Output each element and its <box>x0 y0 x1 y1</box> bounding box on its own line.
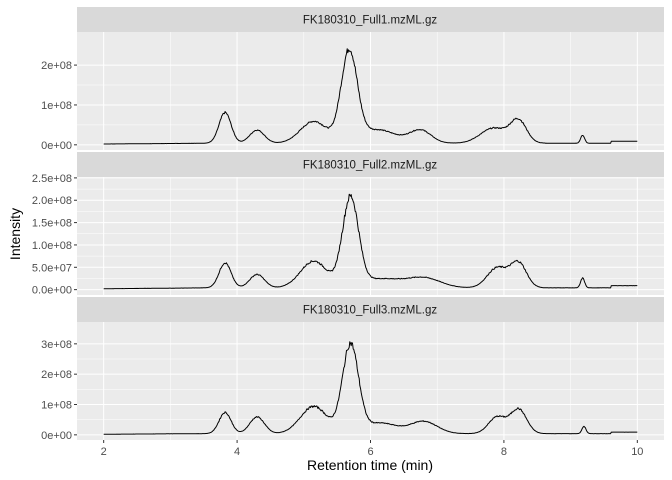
y-tick-label: 0e+00 <box>41 430 72 442</box>
grid-3 <box>77 322 664 440</box>
y-tick-label: 1e+08 <box>41 100 72 112</box>
grid-2 <box>77 177 664 295</box>
strip-background-3 <box>77 297 664 322</box>
strip-label-3: FK180310_Full3.mzML.gz <box>303 305 437 317</box>
y-axis-title: Intensity <box>7 208 23 260</box>
facet-2: FK180310_Full2.mzML.gz 0.0e+00 5.0e+07 1.0… <box>32 152 664 297</box>
y-tick-label: 2e+08 <box>41 369 72 381</box>
y-tick-label: 2.0e+08 <box>32 195 72 207</box>
y-tick-label: 2e+08 <box>41 60 72 72</box>
y-axis-ticks-2: 0.0e+00 5.0e+07 1.0e+08 1.5e+08 2.0e+08 2.5e+… <box>32 173 77 297</box>
y-axis-ticks-1: 0e+00 1e+08 2e+08 <box>41 60 77 152</box>
y-tick-label: 1.0e+08 <box>32 240 72 252</box>
x-tick-label: 2 <box>101 446 107 458</box>
x-tick-label: 4 <box>234 446 240 458</box>
facet-3: FK180310_Full3.mzML.gz 0e+00 1e+08 2e+08 3e… <box>41 297 664 442</box>
strip-background-1 <box>77 7 664 32</box>
x-axis-ticks: 2 4 6 8 10 <box>101 440 643 458</box>
y-tick-label: 2.5e+08 <box>32 173 72 185</box>
trace-line-3 <box>103 341 638 435</box>
trace-line-1 <box>103 48 638 145</box>
y-tick-label: 3e+08 <box>41 339 72 351</box>
y-axis-ticks-3: 0e+00 1e+08 2e+08 3e+08 <box>41 339 77 442</box>
x-tick-label: 10 <box>631 446 643 458</box>
y-tick-label: 1e+08 <box>41 400 72 412</box>
strip-label-2: FK180310_Full2.mzML.gz <box>303 160 437 172</box>
y-tick-label: 1.5e+08 <box>32 218 72 230</box>
strip-label-1: FK180310_Full1.mzML.gz <box>303 15 437 27</box>
trace-line-2 <box>103 193 638 290</box>
y-tick-label: 0.0e+00 <box>32 285 72 297</box>
facet-1: FK180310_Full1.mzML.gz 0e+00 1e+08 2e+08 <box>41 7 664 152</box>
grid-1 <box>77 32 664 150</box>
x-axis-title: Retention time (min) <box>307 457 433 473</box>
x-tick-label: 8 <box>501 446 507 458</box>
y-tick-label: 5.0e+07 <box>32 262 72 274</box>
strip-background-2 <box>77 152 664 177</box>
y-tick-label: 0e+00 <box>41 140 72 152</box>
x-tick-label: 6 <box>367 446 373 458</box>
